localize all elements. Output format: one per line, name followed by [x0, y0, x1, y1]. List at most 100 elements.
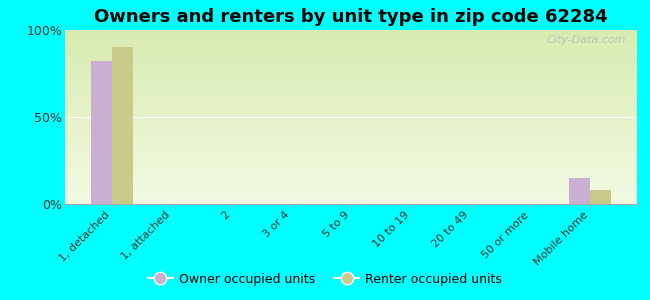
Bar — [65, 77, 637, 79]
Bar — [65, 87, 637, 89]
Bar — [65, 128, 637, 129]
Bar — [65, 138, 637, 140]
Text: City-Data.com: City-Data.com — [546, 35, 625, 45]
Bar — [65, 148, 637, 150]
Bar — [65, 197, 637, 199]
Bar — [65, 47, 637, 49]
Bar — [65, 110, 637, 112]
Bar — [65, 44, 637, 46]
Bar — [65, 154, 637, 155]
Bar — [65, 176, 637, 178]
Bar — [65, 143, 637, 145]
Bar — [65, 34, 637, 35]
Bar — [65, 105, 637, 106]
Bar — [65, 112, 637, 113]
Bar — [65, 86, 637, 87]
Bar — [65, 35, 637, 37]
Bar — [65, 131, 637, 133]
Bar — [65, 134, 637, 136]
Bar — [65, 199, 637, 200]
Bar — [65, 155, 637, 157]
Bar — [65, 46, 637, 47]
Bar — [65, 157, 637, 159]
Bar — [65, 147, 637, 148]
Bar — [65, 40, 637, 42]
Bar — [65, 32, 637, 34]
Bar — [65, 173, 637, 174]
Bar — [65, 94, 637, 96]
Bar — [65, 30, 637, 32]
Bar — [65, 91, 637, 93]
Bar — [112, 47, 133, 204]
Bar — [65, 150, 637, 152]
Bar — [65, 122, 637, 124]
Bar — [65, 166, 637, 167]
Bar — [65, 195, 637, 197]
Bar — [65, 174, 637, 176]
Bar — [65, 190, 637, 192]
Bar — [65, 188, 637, 190]
Bar — [65, 145, 637, 147]
Bar — [65, 100, 637, 101]
Bar — [65, 115, 637, 117]
Bar — [65, 140, 637, 141]
Bar — [65, 169, 637, 171]
Bar — [91, 61, 112, 204]
Bar — [65, 194, 637, 195]
Bar — [65, 101, 637, 103]
Bar — [65, 63, 637, 65]
Bar — [65, 96, 637, 98]
Bar — [65, 171, 637, 173]
Bar — [65, 42, 637, 44]
Bar — [65, 183, 637, 185]
Title: Owners and renters by unit type in zip code 62284: Owners and renters by unit type in zip c… — [94, 8, 608, 26]
Bar — [65, 74, 637, 75]
Bar — [65, 121, 637, 122]
Bar — [65, 117, 637, 119]
Bar — [65, 98, 637, 100]
Bar — [65, 60, 637, 61]
Bar — [65, 164, 637, 166]
Bar — [65, 103, 637, 105]
Bar — [65, 159, 637, 161]
Bar — [65, 70, 637, 72]
Bar — [65, 51, 637, 52]
Bar — [65, 202, 637, 204]
Bar — [65, 65, 637, 67]
Bar — [65, 119, 637, 121]
Bar — [65, 39, 637, 41]
Bar — [65, 52, 637, 54]
Bar — [65, 79, 637, 80]
Bar — [65, 126, 637, 127]
Bar — [65, 89, 637, 91]
Bar — [65, 129, 637, 131]
Bar — [65, 54, 637, 56]
Bar — [65, 187, 637, 188]
Bar — [65, 113, 637, 115]
Bar — [65, 61, 637, 63]
Bar — [65, 182, 637, 183]
Bar — [65, 72, 637, 74]
Bar — [65, 185, 637, 187]
Bar — [65, 200, 637, 202]
Bar — [65, 37, 637, 39]
Bar — [65, 162, 637, 164]
Bar — [65, 178, 637, 180]
Bar — [65, 68, 637, 70]
Bar — [65, 141, 637, 143]
Bar — [65, 180, 637, 182]
Bar — [65, 167, 637, 169]
Bar — [65, 136, 637, 138]
Bar — [65, 192, 637, 194]
Bar — [65, 160, 637, 162]
Bar — [65, 80, 637, 82]
Bar — [65, 75, 637, 77]
Bar — [65, 82, 637, 84]
Bar — [65, 133, 637, 134]
Bar — [65, 56, 637, 58]
Bar — [65, 67, 637, 68]
Bar — [590, 190, 611, 204]
Bar — [65, 108, 637, 110]
Bar — [65, 124, 637, 126]
Bar — [65, 152, 637, 154]
